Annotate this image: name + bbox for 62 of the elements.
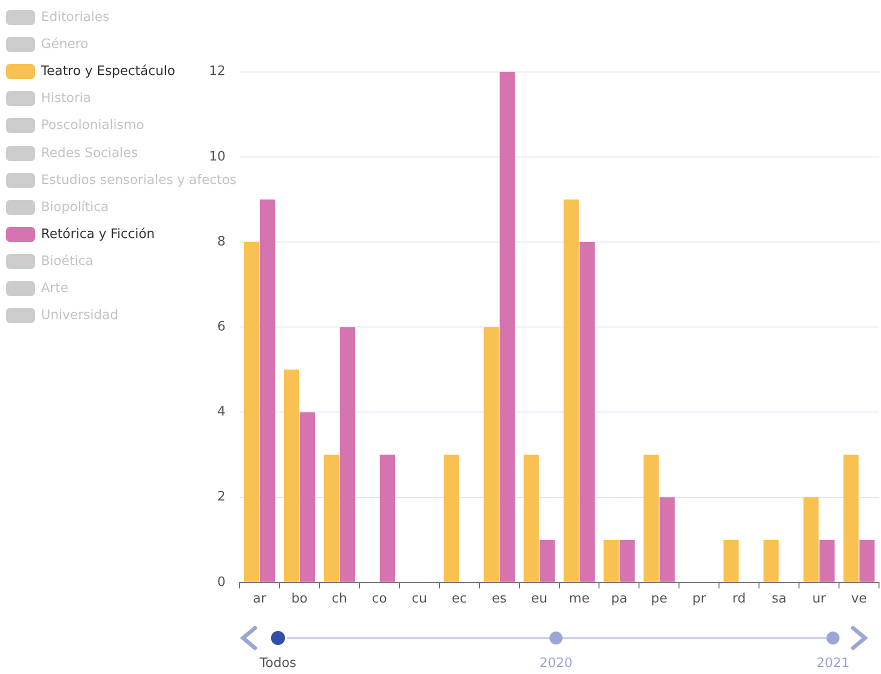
bar [620,540,635,582]
legend-label: Historia [41,91,92,106]
legend-label: Teatro y Espectáculo [41,64,176,80]
y-tick-label: 4 [217,404,226,420]
x-tick-label: ch [332,592,348,607]
x-tick-label: me [568,592,590,607]
y-tick-label: 2 [217,490,226,505]
bar [564,199,579,582]
legend-label: Redes Sociales [41,146,138,161]
x-tick-label: cu [412,592,428,607]
bar [300,412,316,582]
legend-label: Estudios sensoriales y afectos [41,172,237,188]
bar [803,497,819,582]
bar [444,454,459,582]
bar [260,199,276,582]
legend-label: Género [41,37,88,52]
bar [604,540,619,582]
x-tick-label: pa [611,592,628,607]
legend-label: Poscolonialismo [41,118,144,134]
bar [540,540,555,582]
bar [284,370,300,582]
y-tick-label: 8 [217,234,226,250]
x-tick-label: ar [252,592,267,607]
text: 2020 [539,656,573,671]
bar [764,540,779,582]
bar [484,327,499,582]
legend-label: Retórica y Ficción [41,226,155,242]
text: 2021 [816,656,850,671]
x-tick-label: ec [452,592,467,607]
bar [580,242,595,582]
y-tick-label: 12 [208,64,226,80]
legend-label: Universidad [41,308,118,324]
x-tick-label: ve [851,592,867,607]
bar [644,454,659,582]
x-tick-label: ur [812,592,826,607]
x-tick-label: co [372,592,388,607]
legend-label: Arte [41,280,68,296]
bar [244,242,260,582]
x-tick-label: rd [732,592,746,607]
x-tick-label: es [492,592,507,607]
x-tick-label: pr [692,592,707,607]
bar [843,454,859,582]
y-tick-label: 10 [208,149,226,164]
bar [819,540,835,582]
y-tick-label: 6 [217,319,226,334]
bar [380,454,396,582]
bar [524,454,539,582]
x-tick-label: bo [291,592,308,607]
legend-label: Bioética [41,254,94,269]
x-tick-label: sa [772,592,786,607]
x-tick-label: eu [531,592,548,607]
x-tick-label: pe [651,592,668,607]
bar [340,327,356,582]
y-tick-label: 0 [217,574,226,590]
legend-label: Biopolítica [41,200,109,215]
legend-label: Editoriales [41,10,110,26]
text: Todos [260,656,296,671]
bar [324,454,340,582]
bar [660,497,675,582]
bar [724,540,739,582]
bar [859,540,875,582]
bar [500,72,515,582]
